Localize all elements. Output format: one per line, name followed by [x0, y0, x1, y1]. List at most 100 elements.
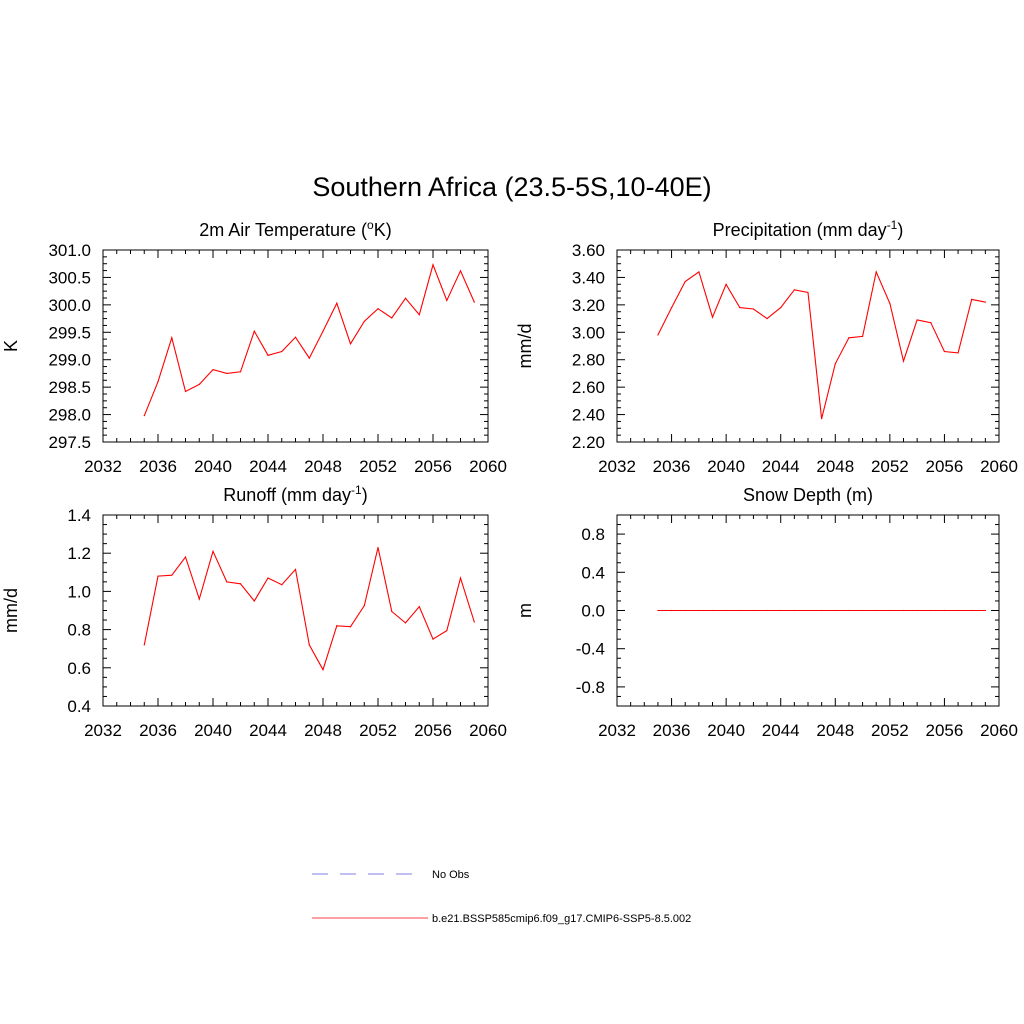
precipitation-data-point — [807, 291, 809, 294]
air-temperature-data-point — [336, 302, 338, 304]
precipitation-x-tick-label: 2032 — [598, 457, 636, 476]
snow-depth-data-point — [984, 609, 986, 612]
air-temperature-data-point — [184, 390, 187, 393]
snow-depth-x-tick-label: 2060 — [980, 721, 1018, 740]
precipitation-title-suffix: ) — [897, 220, 903, 240]
snow-depth-data-point — [780, 609, 782, 612]
runoff-title-superscript: -1 — [351, 483, 362, 497]
precipitation-y-tick-label: 2.20 — [572, 433, 605, 452]
air-temperature-data-point — [377, 308, 379, 310]
air-temperature-data-point — [432, 264, 434, 266]
precipitation-series-line — [657, 270, 986, 419]
precipitation-x-tick-label: 2040 — [707, 457, 745, 476]
precipitation-y-tick-label: 3.00 — [572, 323, 605, 342]
legend: No Obs b.e21.BSSP585cmip6.f09_g17.CMIP6-… — [312, 869, 691, 925]
runoff-x-tick-label: 2056 — [414, 721, 452, 740]
runoff-data-point — [432, 638, 434, 640]
runoff-y-tick-label: 1.2 — [67, 544, 91, 563]
air-temperature-data-point — [322, 330, 324, 332]
snow-depth-y-tick-label: -0.4 — [576, 640, 605, 659]
runoff-title-suffix: ) — [362, 485, 368, 505]
precipitation-data-point — [971, 298, 973, 300]
runoff-y-axis-label: mm/d — [1, 588, 21, 633]
runoff-data-point — [336, 625, 338, 627]
precipitation-x-tick-label: 2036 — [653, 457, 691, 476]
precipitation-y-tick-label: 2.40 — [572, 406, 605, 425]
snow-depth-data-point — [793, 609, 795, 612]
air-temperature-y-axis-label: K — [1, 340, 21, 352]
air-temperature-data-point — [253, 330, 255, 332]
air-temperature-data-point — [143, 415, 145, 417]
snow-depth-data-point — [834, 609, 836, 612]
precipitation-data-point — [739, 307, 741, 309]
air-temperature-y-tick-label: 299.5 — [48, 323, 91, 342]
runoff-data-point — [446, 629, 448, 632]
panel-runoff: Runoff (mm day-1) mm/d 2032 2036 2040 2044 204… — [1, 483, 507, 740]
legend-label-model: b.e21.BSSP585cmip6.f09_g17.CMIP6-SSP5-8.… — [432, 913, 691, 925]
runoff-data-point — [459, 577, 462, 579]
precipitation-title-superscript: -1 — [887, 218, 898, 232]
air-temperature-panel-title: 2m Air Temperature (oK) — [199, 218, 391, 240]
air-temperature-title-suffix: K) — [374, 220, 392, 240]
precipitation-data-point — [752, 308, 755, 310]
air-temperature-x-tick-label: 2056 — [414, 457, 452, 476]
snow-depth-data-point — [752, 609, 755, 612]
precipitation-data-point — [916, 319, 918, 321]
air-temperature-data-point — [349, 343, 352, 345]
snow-depth-data-point — [739, 609, 741, 612]
precipitation-data-point — [848, 337, 850, 339]
runoff-y-tick-label: 0.8 — [67, 621, 91, 640]
air-temperature-data-point — [363, 320, 365, 322]
runoff-y-tick-label: 0.6 — [67, 659, 91, 678]
snow-depth-x-tick-label: 2052 — [871, 721, 909, 740]
precipitation-y-tick-label: 3.40 — [572, 268, 605, 287]
runoff-data-point — [308, 644, 310, 646]
runoff-data-point — [171, 574, 173, 576]
air-temperature-data-point — [212, 368, 214, 371]
air-temperature-x-tick-label: 2040 — [194, 457, 232, 476]
snow-depth-data-point — [861, 609, 864, 612]
air-temperature-x-tick-label: 2036 — [139, 457, 177, 476]
snow-depth-x-tick-label: 2036 — [653, 721, 691, 740]
runoff-plot-frame — [102, 514, 489, 707]
precipitation-data-point — [793, 289, 795, 291]
runoff-y-tick-label: 1.0 — [67, 582, 91, 601]
snow-depth-y-axis-label: m — [515, 603, 535, 618]
snow-depth-y-tick-label: 0.0 — [581, 602, 605, 621]
snow-depth-data-point — [930, 609, 932, 612]
runoff-data-point — [349, 626, 352, 628]
snow-depth-panel-title: Snow Depth (m) — [743, 485, 873, 505]
air-temperature-title-superscript: o — [367, 218, 374, 232]
air-temperature-data-point — [294, 336, 297, 338]
snow-depth-data-point — [902, 609, 905, 612]
runoff-data-point — [253, 600, 255, 602]
snow-depth-data-point — [684, 609, 686, 612]
runoff-data-point — [281, 584, 283, 586]
air-temperature-data-point — [239, 371, 242, 373]
runoff-x-tick-label: 2036 — [139, 721, 177, 740]
precipitation-data-point — [657, 334, 659, 336]
precipitation-title-main: Precipitation (mm day — [713, 220, 887, 240]
precipitation-x-tick-label: 2052 — [871, 457, 909, 476]
air-temperature-y-tick-label: 298.5 — [48, 378, 91, 397]
runoff-data-point — [226, 581, 228, 583]
precipitation-y-tick-label: 2.80 — [572, 351, 605, 370]
precipitation-data-point — [698, 271, 700, 273]
air-temperature-data-point — [459, 270, 462, 272]
snow-depth-y-tick-label: -0.8 — [576, 678, 605, 697]
precipitation-data-point — [902, 360, 905, 362]
air-temperature-data-point — [157, 381, 159, 383]
runoff-x-tick-label: 2048 — [304, 721, 342, 740]
runoff-data-point — [418, 606, 420, 608]
runoff-x-tick-label: 2040 — [194, 721, 232, 740]
air-temperature-x-tick-label: 2048 — [304, 457, 342, 476]
snow-depth-data-point — [766, 609, 768, 612]
precipitation-data-point — [889, 302, 891, 305]
precipitation-x-tick-label: 2056 — [926, 457, 964, 476]
snow-depth-data-point — [916, 609, 918, 612]
snow-depth-data-point — [971, 609, 973, 612]
snow-depth-y-tick-label: 0.8 — [581, 525, 605, 544]
panel-precipitation: Precipitation (mm day-1) mm/d 2032 2036 2040… — [515, 218, 1018, 476]
runoff-data-point — [294, 568, 297, 571]
